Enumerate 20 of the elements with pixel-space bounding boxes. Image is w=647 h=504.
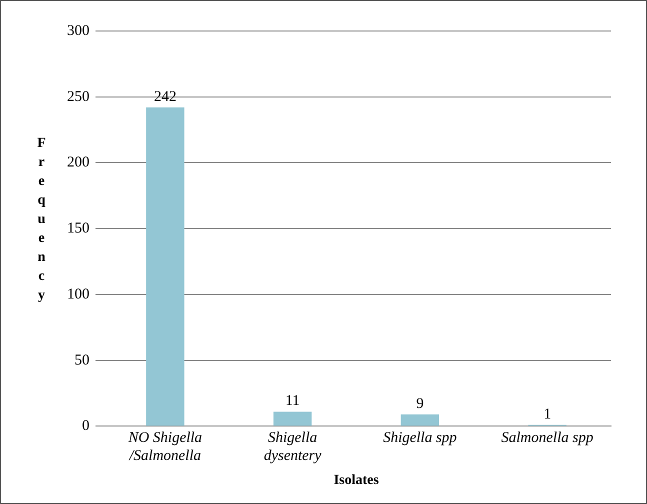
data-label: 1 — [544, 406, 552, 422]
x-axis-title: Isolates — [334, 473, 380, 488]
y-tick-label: 100 — [67, 286, 90, 302]
bar — [400, 414, 440, 426]
y-tick-label: 50 — [74, 352, 90, 368]
bar — [273, 412, 312, 426]
data-label: 9 — [416, 396, 424, 412]
x-tick-label: Shigella dysentery — [264, 430, 322, 464]
y-tick-label: 200 — [67, 154, 90, 171]
y-axis-title: Frequency — [33, 134, 50, 308]
y-tick-label: 300 — [67, 22, 90, 39]
x-tick-label: Shigella spp — [383, 430, 458, 446]
y-tick-label: 150 — [67, 220, 90, 237]
y-tick-label: 0 — [82, 418, 90, 434]
y-tick-label: 250 — [67, 88, 90, 105]
data-label: 11 — [285, 393, 300, 410]
bar — [146, 107, 184, 426]
data-label: 242 — [154, 88, 176, 105]
x-tick-label: NO Shigella /Salmonella — [127, 430, 202, 464]
x-tick-label: Salmonella spp — [501, 430, 594, 446]
